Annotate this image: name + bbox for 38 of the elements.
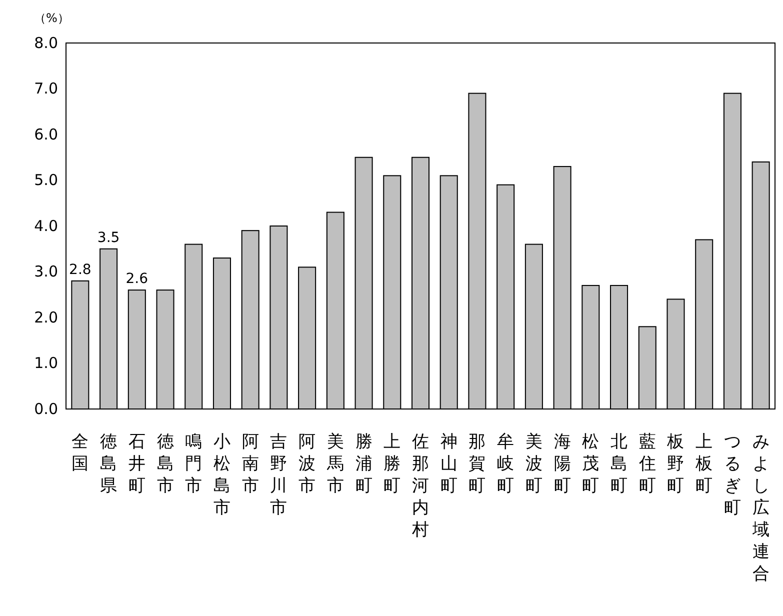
x-tick-label: 那賀町 <box>468 432 486 496</box>
x-tick-label: 阿波市 <box>298 432 316 496</box>
x-tick-label: 石井町 <box>128 432 146 496</box>
x-tick-label: 美波町 <box>525 432 542 496</box>
x-tick-label: 藍住町 <box>638 432 656 496</box>
x-tick-label: 北島町 <box>610 432 628 496</box>
x-tick-label: 全国 <box>72 432 89 474</box>
y-tick-label: 1.0 <box>34 354 58 372</box>
x-tick-label: 阿南市 <box>242 432 259 496</box>
x-tick-label: 海陽町 <box>554 432 571 496</box>
data-label: 2.6 <box>126 271 148 288</box>
data-label: 3.5 <box>97 230 120 246</box>
x-tick-label: 美馬市 <box>326 432 344 496</box>
y-tick-label: 4.0 <box>34 216 58 235</box>
y-tick-label: 3.0 <box>34 262 58 281</box>
x-tick-label: 上板町 <box>694 432 713 496</box>
x-tick-label: 勝浦町 <box>355 432 372 496</box>
y-tick-label: 6.0 <box>34 125 58 144</box>
x-tick-label: 鳴門市 <box>185 432 202 496</box>
x-tick-label: 徳島市 <box>156 432 174 496</box>
x-tick-label: つるぎ町 <box>724 432 741 518</box>
x-tick-label: 牟岐町 <box>497 432 514 496</box>
x-tick-label: 上勝町 <box>384 432 401 496</box>
x-tick-label: 佐那河内村 <box>411 432 429 540</box>
y-tick-label: 0.0 <box>34 400 58 418</box>
x-tick-label: みよし広域連合 <box>751 432 770 584</box>
y-tick-label: 8.0 <box>34 34 58 52</box>
data-label: 2.8 <box>69 262 92 278</box>
y-tick-label: 7.0 <box>34 80 58 98</box>
x-tick-label: 板野町 <box>666 432 684 496</box>
x-tick-label: 吉野川市 <box>270 432 288 518</box>
x-tick-label: 徳島県 <box>100 432 118 496</box>
x-tick-label: 小松島市 <box>213 432 230 518</box>
x-tick-label: 神山町 <box>440 432 458 496</box>
y-tick-label: 5.0 <box>34 171 58 190</box>
y-axis-title: （%） <box>34 11 70 25</box>
y-tick-label: 2.0 <box>34 308 58 326</box>
x-tick-label: 松茂町 <box>582 432 600 496</box>
